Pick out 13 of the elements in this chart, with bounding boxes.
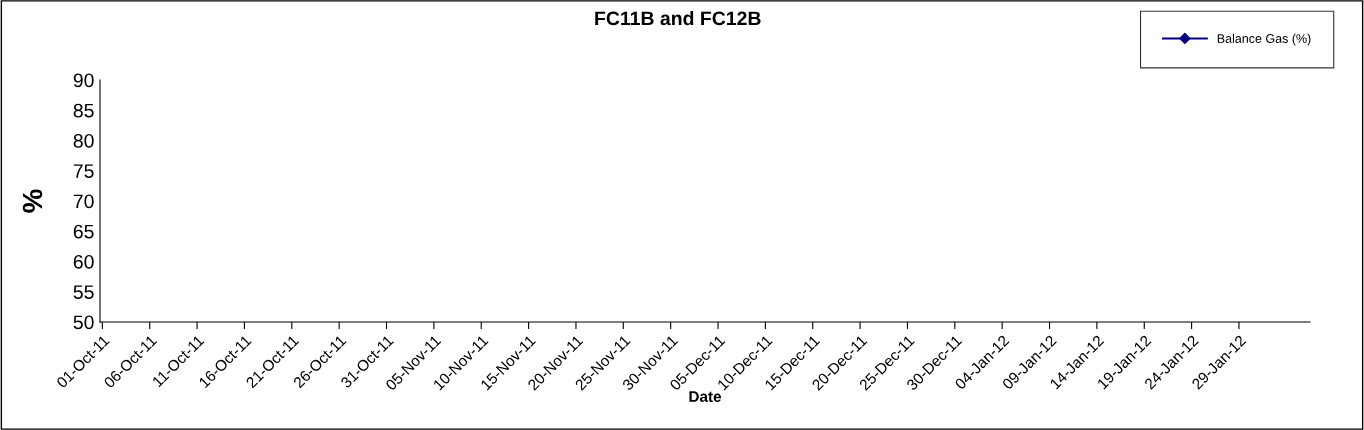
y-tick-label: 65: [73, 224, 94, 239]
y-axis-title: %: [22, 189, 43, 213]
y-tick-label: 80: [73, 133, 94, 148]
y-tick-label: 85: [73, 103, 94, 118]
y-tick-label: 55: [73, 285, 94, 299]
y-tick-label: 60: [73, 254, 94, 269]
x-axis-title: Date: [689, 391, 722, 402]
y-tick-label: 50: [73, 315, 94, 330]
y-tick-label: 75: [73, 164, 94, 178]
legend-label: Balance Gas (%): [1217, 33, 1311, 46]
chart-title: FC11B and FC12B: [595, 10, 761, 26]
y-tick-label: 90: [73, 73, 94, 88]
y-tick-label: 70: [73, 194, 94, 209]
